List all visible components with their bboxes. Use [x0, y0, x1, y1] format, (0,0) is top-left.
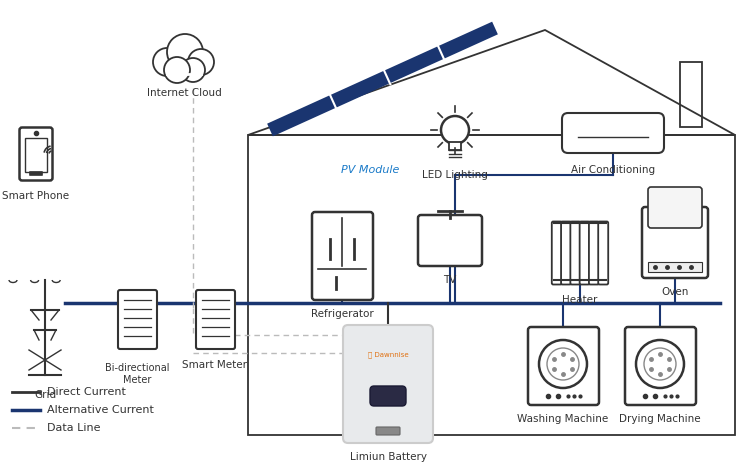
Text: Oven: Oven	[662, 287, 688, 297]
FancyBboxPatch shape	[642, 207, 708, 278]
FancyBboxPatch shape	[29, 172, 43, 175]
Text: Data Line: Data Line	[47, 423, 100, 433]
Text: Air Conditioning: Air Conditioning	[571, 165, 655, 175]
FancyBboxPatch shape	[648, 262, 702, 272]
Text: 🔆 Dawnnise: 🔆 Dawnnise	[368, 352, 408, 359]
Text: Smart Phone: Smart Phone	[2, 191, 70, 201]
Text: Drying Machine: Drying Machine	[620, 414, 701, 424]
FancyBboxPatch shape	[580, 221, 590, 284]
FancyBboxPatch shape	[528, 327, 599, 405]
Text: Grid: Grid	[34, 390, 56, 400]
Circle shape	[188, 49, 214, 75]
FancyBboxPatch shape	[376, 427, 400, 435]
FancyBboxPatch shape	[20, 128, 53, 181]
Text: Smart Meter: Smart Meter	[182, 360, 248, 370]
FancyBboxPatch shape	[449, 142, 461, 150]
FancyBboxPatch shape	[598, 221, 608, 284]
FancyBboxPatch shape	[589, 221, 599, 284]
FancyBboxPatch shape	[570, 221, 580, 284]
Text: Bi-directional
Meter: Bi-directional Meter	[105, 363, 170, 385]
FancyBboxPatch shape	[552, 221, 562, 284]
Text: Alternative Current: Alternative Current	[47, 405, 154, 415]
Circle shape	[164, 57, 190, 83]
Text: Direct Current: Direct Current	[47, 387, 126, 397]
FancyBboxPatch shape	[418, 215, 482, 266]
Circle shape	[441, 116, 469, 144]
Text: Washing Machine: Washing Machine	[518, 414, 609, 424]
Circle shape	[167, 34, 203, 70]
Text: PV Module: PV Module	[340, 165, 399, 175]
Circle shape	[539, 340, 587, 388]
Circle shape	[181, 58, 205, 82]
FancyBboxPatch shape	[561, 221, 571, 284]
Text: Internet Cloud: Internet Cloud	[147, 88, 221, 98]
Text: LED Lighting: LED Lighting	[422, 170, 488, 180]
FancyBboxPatch shape	[625, 327, 696, 405]
Text: Limiun Battery: Limiun Battery	[350, 452, 427, 462]
FancyBboxPatch shape	[343, 325, 433, 443]
Text: Heater: Heater	[562, 295, 598, 305]
FancyBboxPatch shape	[118, 290, 157, 349]
Text: Refrigerator: Refrigerator	[310, 309, 374, 319]
FancyBboxPatch shape	[196, 290, 235, 349]
Text: TV: TV	[443, 275, 457, 285]
Circle shape	[636, 340, 684, 388]
FancyBboxPatch shape	[562, 113, 664, 153]
Circle shape	[547, 348, 579, 380]
FancyBboxPatch shape	[25, 138, 47, 172]
FancyBboxPatch shape	[312, 212, 373, 300]
FancyBboxPatch shape	[648, 187, 702, 228]
Circle shape	[644, 348, 676, 380]
FancyBboxPatch shape	[370, 386, 406, 406]
Circle shape	[153, 48, 181, 76]
